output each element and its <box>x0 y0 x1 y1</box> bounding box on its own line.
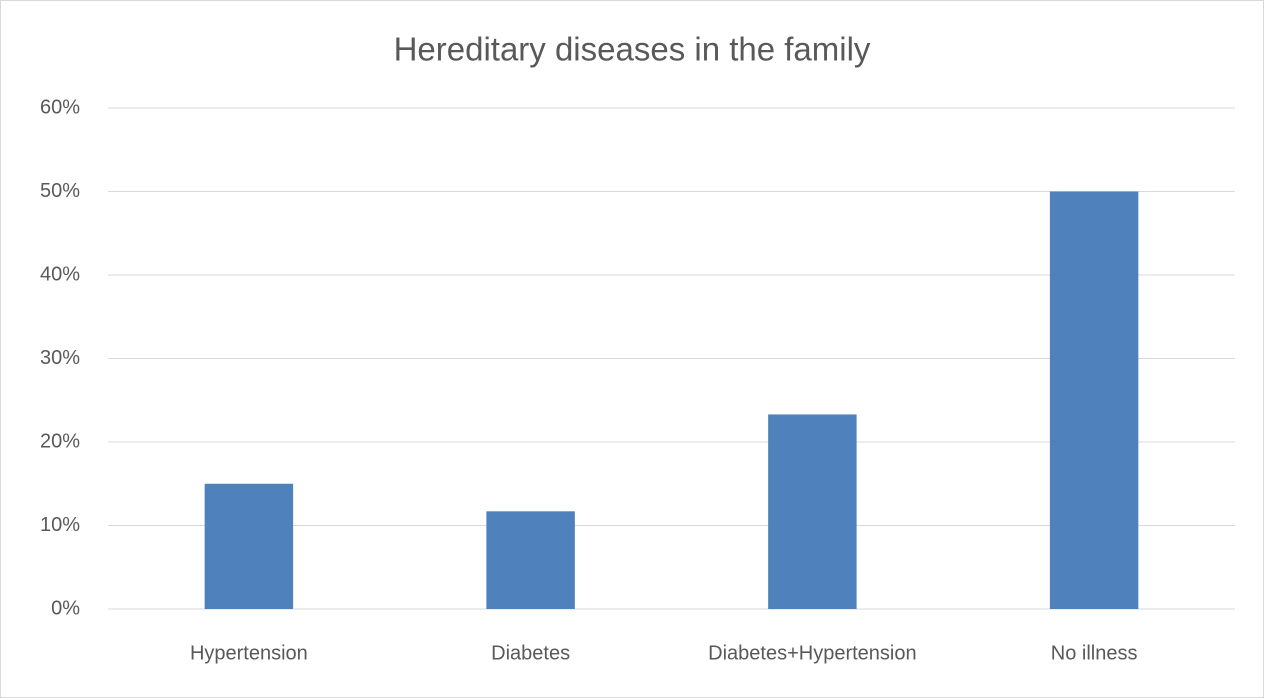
y-tick-label: 0% <box>51 597 80 619</box>
y-tick-label: 50% <box>40 180 80 202</box>
y-tick-label: 10% <box>40 514 80 536</box>
y-tick-label: 20% <box>40 430 80 452</box>
bar <box>204 483 294 609</box>
x-tick-label: Hypertension <box>190 642 308 664</box>
y-tick-label: 30% <box>40 347 80 369</box>
bar <box>1049 191 1139 609</box>
bar <box>486 511 575 609</box>
y-tick-label: 60% <box>40 96 80 118</box>
x-tick-label: Diabetes <box>491 642 570 664</box>
x-tick-label: No illness <box>1051 642 1138 664</box>
chart-title: Hereditary diseases in the family <box>394 31 871 68</box>
y-tick-label: 40% <box>40 263 80 285</box>
bar <box>768 414 857 609</box>
x-tick-label: Diabetes+Hypertension <box>708 642 916 664</box>
